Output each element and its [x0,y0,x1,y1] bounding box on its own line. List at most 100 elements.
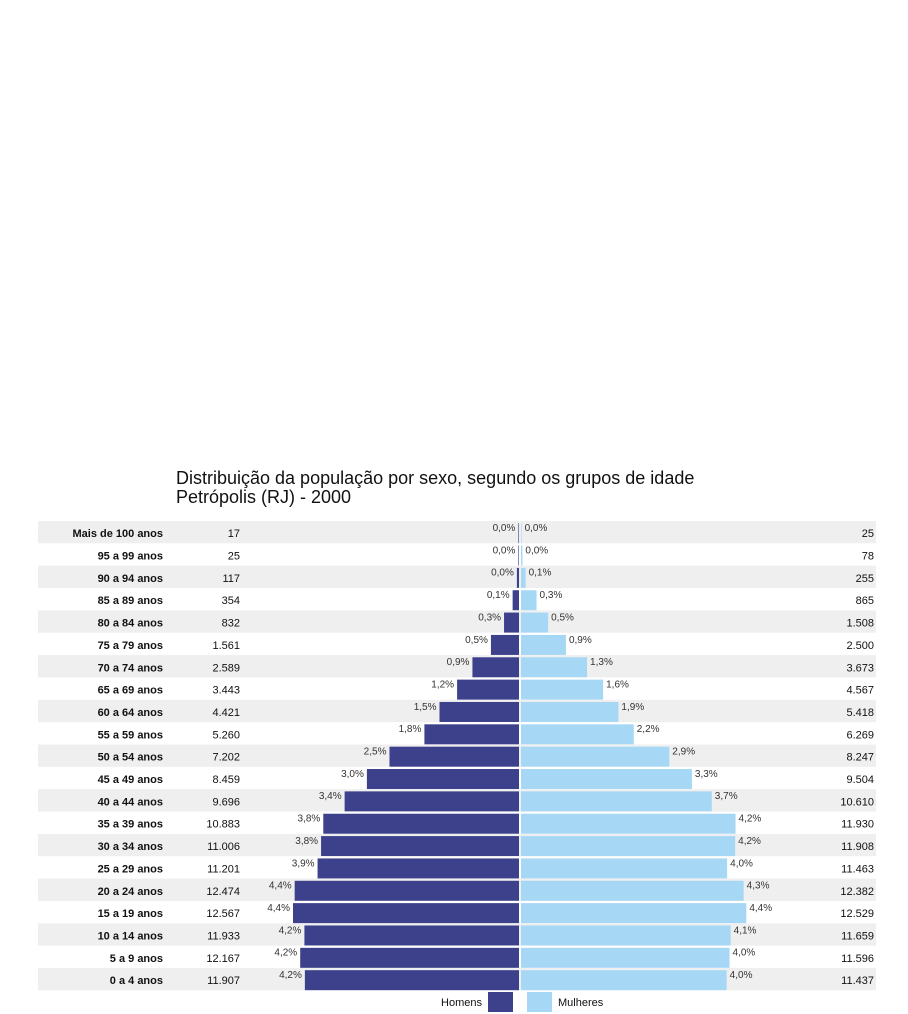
percent-label-mulheres: 4,0% [733,948,756,959]
bar-mulheres [521,701,619,722]
bar-homens [323,813,519,834]
percent-label-homens: 0,5% [465,635,488,646]
percent-label-homens: 3,8% [295,836,318,847]
age-group-label: 80 a 84 anos [98,618,163,630]
bar-homens [300,947,519,968]
percent-label-mulheres: 4,0% [730,858,753,869]
bar-homens [293,903,519,924]
percent-label-homens: 1,5% [414,702,437,713]
bar-homens [389,746,519,767]
percent-label-mulheres: 4,2% [739,814,762,825]
chart-subtitle: Petrópolis (RJ) - 2000 [176,487,352,507]
bar-mulheres [521,880,744,901]
percent-label-homens: 4,4% [269,881,292,892]
bar-homens [294,880,519,901]
bar-homens [518,545,519,566]
bar-mulheres [521,657,588,678]
percent-label-mulheres: 2,2% [637,724,660,735]
row-stripe [38,655,876,678]
percent-label-homens: 3,4% [319,791,342,802]
bar-mulheres [521,545,523,566]
bar-homens [457,679,519,700]
bar-mulheres [521,746,670,767]
count-mulheres: 11.596 [841,953,874,965]
age-group-label: 65 a 69 anos [98,685,163,697]
age-group-label: 10 a 14 anos [98,930,163,942]
age-group-label: 75 a 79 anos [98,640,163,652]
bar-homens [321,836,519,857]
row-stripe [38,521,876,544]
percent-label-mulheres: 4,1% [734,925,757,936]
percent-label-mulheres: 3,3% [695,769,718,780]
percent-label-homens: 0,0% [491,568,514,579]
age-group-label: 50 a 54 anos [98,752,163,764]
count-homens: 12.567 [206,908,240,920]
bar-homens [518,523,519,544]
bar-mulheres [521,925,731,946]
count-homens: 3.443 [212,685,240,697]
legend-label-homens: Homens [441,997,482,1009]
percent-label-mulheres: 2,9% [672,747,695,758]
count-mulheres: 12.529 [840,908,874,920]
count-homens: 1.561 [212,640,240,652]
age-group-label: 25 a 29 anos [98,863,163,875]
chart-title: Distribuição da população por sexo, segu… [176,468,695,488]
bars-homens [293,523,519,991]
count-homens: 354 [222,595,240,607]
legend-label-mulheres: Mulheres [558,997,604,1009]
count-mulheres: 78 [862,551,874,563]
age-group-label: 95 a 99 anos [98,551,163,563]
age-group-label: 45 a 49 anos [98,774,163,786]
bar-mulheres [521,813,736,834]
count-mulheres: 11.463 [841,863,874,875]
percent-label-homens: 4,4% [267,903,290,914]
count-homens: 12.167 [206,953,240,965]
count-homens: 9.696 [212,796,240,808]
percent-label-mulheres: 0,5% [551,612,574,623]
percent-label-homens: 0,3% [478,612,501,623]
age-group-label: 40 a 44 anos [98,796,163,808]
count-homens: 117 [222,573,240,585]
bar-homens [304,970,519,991]
percent-label-homens: 0,0% [493,523,516,534]
count-mulheres: 3.673 [846,662,874,674]
count-homens: 4.421 [212,707,240,719]
count-homens: 25 [228,551,240,563]
count-homens: 7.202 [212,752,240,764]
count-mulheres: 10.610 [840,796,874,808]
bar-mulheres [521,679,604,700]
bar-mulheres [521,590,537,611]
age-group-label: 0 a 4 anos [110,975,163,987]
count-mulheres: 6.269 [846,729,874,741]
percent-label-homens: 4,2% [279,925,302,936]
percent-label-homens: 4,2% [279,970,302,981]
bar-homens [504,612,519,633]
percent-label-homens: 4,2% [274,948,297,959]
count-homens: 832 [222,618,240,630]
count-mulheres: 5.418 [846,707,874,719]
count-homens: 12.474 [206,886,240,898]
percent-label-mulheres: 1,3% [590,657,613,668]
percent-label-mulheres: 0,0% [525,523,548,534]
bar-homens [366,769,519,790]
count-homens: 2.589 [212,662,240,674]
percent-label-homens: 1,2% [431,679,454,690]
bar-homens [317,858,519,879]
percent-label-homens: 0,1% [487,590,510,601]
percent-label-homens: 0,9% [447,657,470,668]
bar-mulheres [521,769,692,790]
age-group-label: 60 a 64 anos [98,707,163,719]
percent-label-mulheres: 1,6% [606,679,629,690]
bar-homens [344,791,519,812]
count-mulheres: 255 [856,573,874,585]
bar-mulheres [521,612,549,633]
age-group-label: 70 a 74 anos [98,662,163,674]
bar-mulheres [521,523,522,544]
bar-mulheres [521,567,526,588]
count-homens: 5.260 [212,729,240,741]
percent-label-mulheres: 0,1% [529,568,552,579]
legend-swatch-homens [488,992,513,1012]
chart-title-block: Distribuição da população por sexo, segu… [176,469,694,507]
bar-homens [516,567,519,588]
